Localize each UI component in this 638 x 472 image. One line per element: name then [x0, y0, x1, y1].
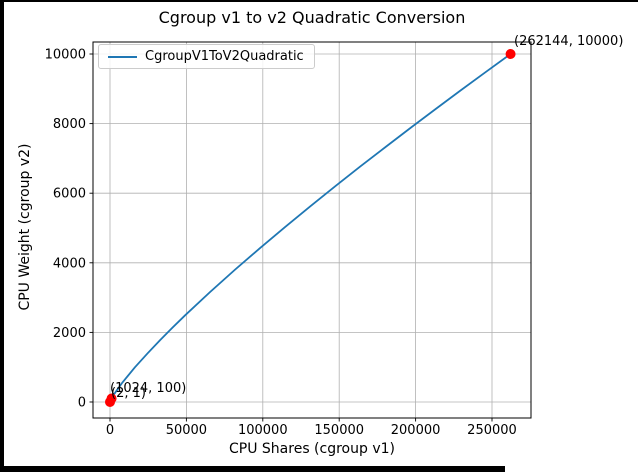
- chart-title: Cgroup v1 to v2 Quadratic Conversion: [158, 8, 466, 27]
- x-tick-label: 150000: [314, 423, 364, 438]
- legend-line-sample-icon: [108, 55, 137, 58]
- y-tick-label: 0: [78, 395, 86, 410]
- data-point-marker: [106, 393, 117, 404]
- x-tick-label: 0: [106, 423, 114, 438]
- x-tick-label: 250000: [467, 423, 517, 438]
- y-tick-label: 10000: [45, 48, 86, 63]
- annotation-point-2-1: (2, 1): [111, 386, 146, 401]
- x-axis-label: CPU Shares (cgroup v1): [229, 441, 395, 457]
- annotation-point-1024-100: (1024, 100): [110, 381, 187, 396]
- y-tick-label: 6000: [53, 187, 86, 202]
- axes-frame: [92, 41, 532, 419]
- legend-box: CgroupV1ToV2Quadratic: [98, 44, 315, 69]
- x-tick-label: 100000: [238, 423, 288, 438]
- data-point-marker: [505, 49, 516, 60]
- y-tick-label: 8000: [53, 117, 86, 132]
- y-axis-label: CPU Weight (cgroup v2): [17, 143, 33, 311]
- y-tick-label: 4000: [53, 256, 86, 271]
- legend-entry-label: CgroupV1ToV2Quadratic: [145, 49, 304, 64]
- figure-background-patch: [505, 466, 638, 472]
- series-line: [109, 53, 512, 403]
- x-tick-label: 200000: [391, 423, 441, 438]
- annotation-point-262144-10000: (262144, 10000): [514, 34, 624, 49]
- y-tick-label: 2000: [53, 326, 86, 341]
- x-tick-label: 50000: [166, 423, 207, 438]
